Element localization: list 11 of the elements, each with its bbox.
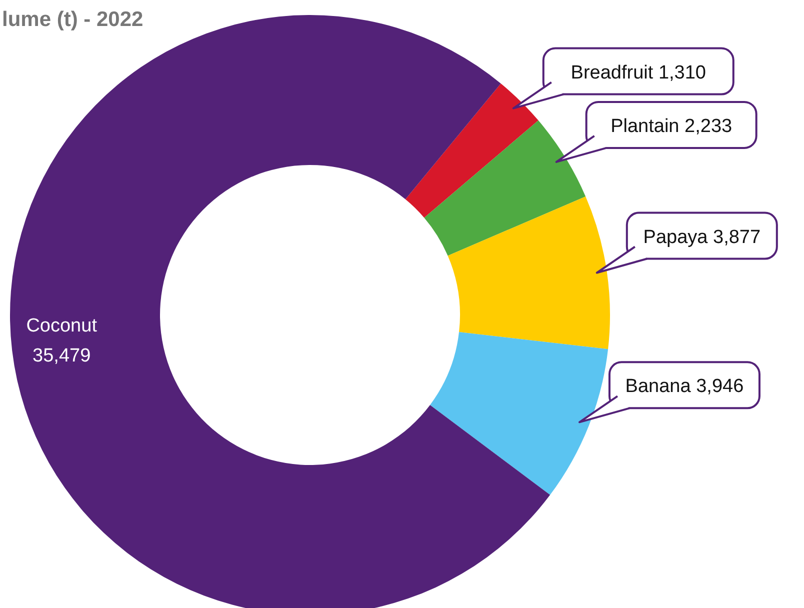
data-label: 3,877	[708, 226, 761, 248]
data-label: 1,310	[653, 62, 706, 84]
slice-label: Banana	[625, 376, 692, 398]
slice-label: Breadfruit	[570, 62, 654, 84]
slice-label: Coconut	[26, 316, 98, 337]
slice-label: Papaya	[643, 226, 708, 248]
data-label: 2,233	[679, 116, 732, 137]
data-label: 3,946	[690, 376, 744, 398]
data-label: 35,479	[32, 346, 91, 367]
slice-label: Plantain	[610, 116, 680, 137]
chart-title: lume (t) - 2022	[2, 8, 144, 31]
